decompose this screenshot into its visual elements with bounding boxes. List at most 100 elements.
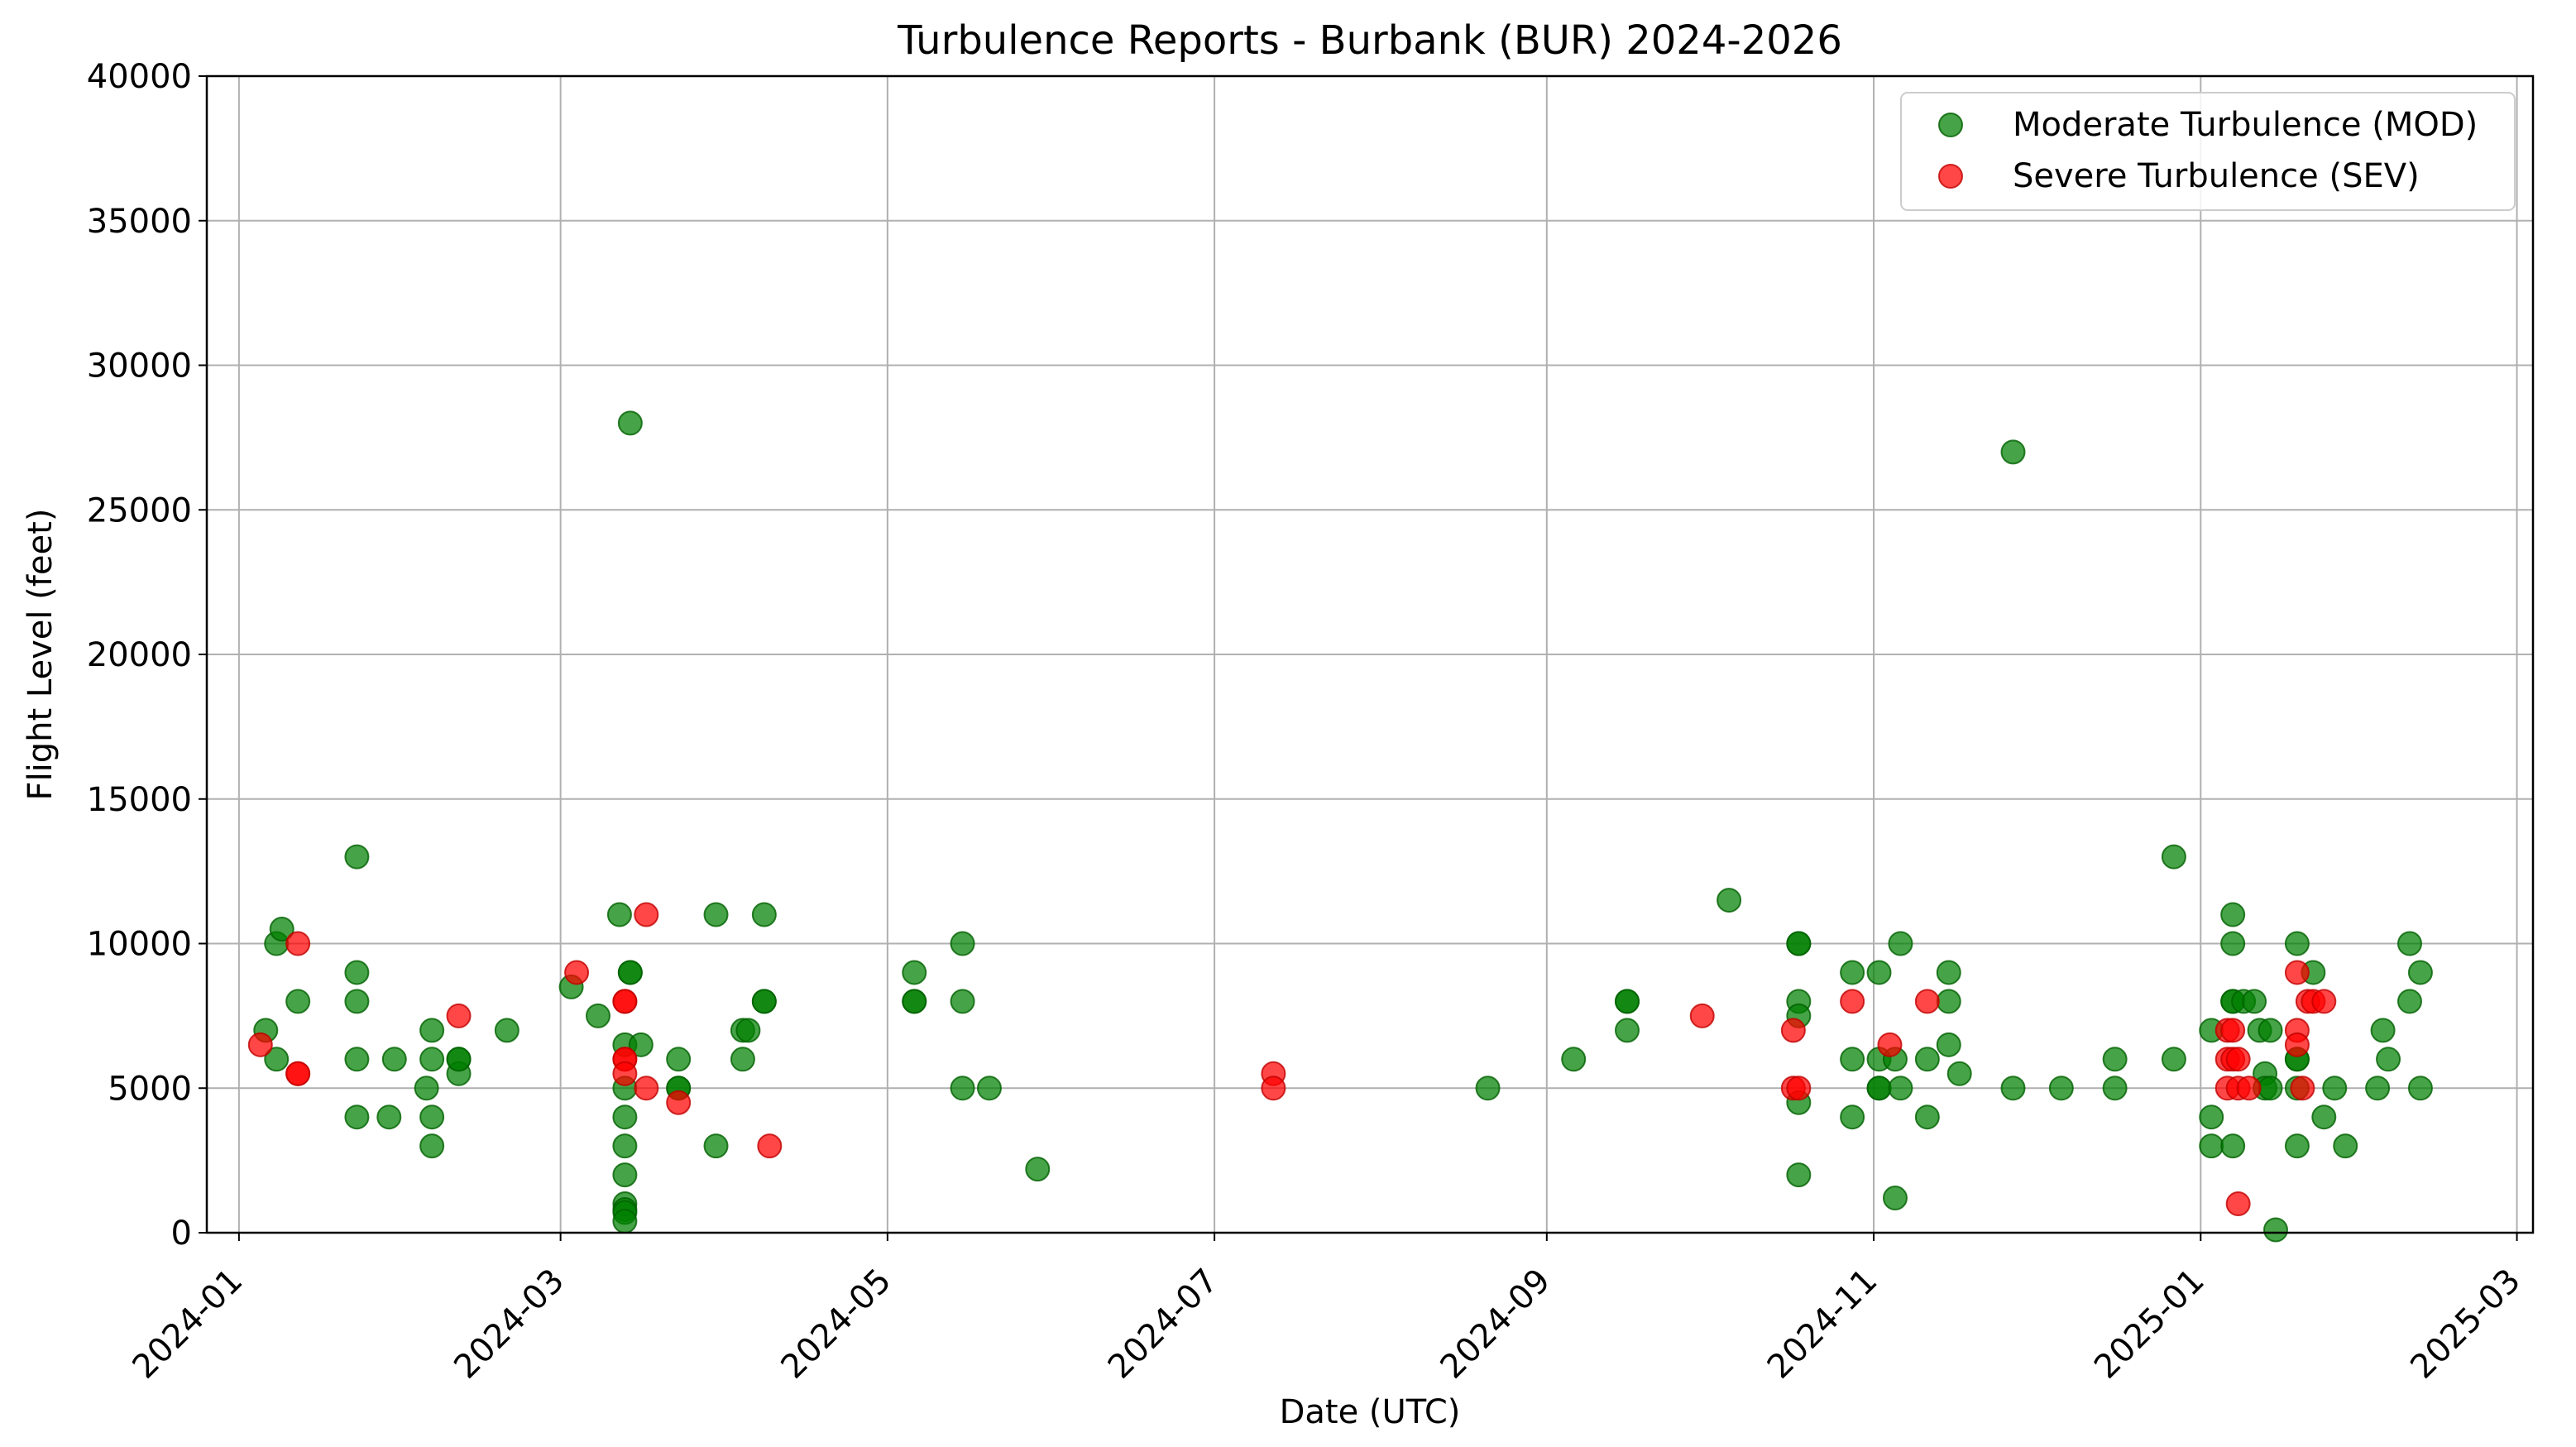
mod-point (1866, 960, 1892, 985)
mod-point (1840, 1047, 1865, 1072)
mod-point (419, 1047, 445, 1072)
mod-point (2370, 1018, 2396, 1043)
mod-point (2262, 1217, 2288, 1243)
mod-point (617, 410, 643, 436)
mod-point (2220, 1133, 2246, 1159)
mod-point (612, 1162, 638, 1188)
sev-point (1914, 989, 1940, 1014)
mod-point (902, 989, 927, 1014)
y-tick-label: 0 (171, 1215, 192, 1253)
mod-point (285, 989, 311, 1014)
mod-point (2161, 844, 2186, 870)
x-axis-title: Date (UTC) (1280, 1393, 1461, 1431)
mod-point (1475, 1076, 1501, 1101)
sev-point (2225, 1191, 2251, 1217)
sev-point (2284, 1032, 2310, 1057)
mod-point (419, 1104, 445, 1130)
mod-point (1936, 960, 1961, 985)
mod-point (2258, 1018, 2283, 1043)
y-tick-label: 25000 (87, 491, 192, 529)
legend-marker-sev (1938, 164, 1963, 189)
mod-point (344, 1104, 370, 1130)
sev-point (285, 931, 311, 956)
chart-title: Turbulence Reports - Burbank (BUR) 2024-… (897, 17, 1842, 64)
sev-point (634, 902, 659, 927)
mod-point (376, 1104, 402, 1130)
sev-point (757, 1133, 783, 1159)
mod-point (612, 1104, 638, 1130)
mod-point (414, 1076, 439, 1101)
mod-point (703, 1133, 729, 1159)
mod-point (419, 1133, 445, 1159)
mod-point (2000, 1076, 2026, 1101)
mod-point (2407, 1076, 2433, 1101)
mod-point (1888, 1076, 1913, 1101)
mod-point (1888, 931, 1913, 956)
mod-point (950, 931, 975, 956)
sev-point (564, 960, 590, 985)
mod-point (446, 1047, 472, 1072)
mod-point (2284, 1133, 2310, 1159)
mod-point (2396, 989, 2422, 1014)
legend-label-sev: Severe Turbulence (SEV) (2013, 157, 2420, 195)
mod-point (1914, 1047, 1940, 1072)
mod-point (606, 902, 632, 927)
mod-point (2048, 1076, 2074, 1101)
mod-point (2161, 1047, 2186, 1072)
mod-point (950, 1076, 975, 1101)
mod-point (2220, 931, 2246, 956)
mod-point (1866, 1076, 1892, 1101)
mod-point (264, 1047, 290, 1072)
sev-point (2284, 960, 2310, 985)
mod-point (344, 960, 370, 985)
sev-point (634, 1076, 659, 1101)
sev-point (1261, 1076, 1286, 1101)
mod-point (730, 1047, 755, 1072)
mod-point (1025, 1157, 1051, 1182)
y-tick-label: 5000 (108, 1070, 192, 1108)
mod-point (2102, 1047, 2128, 1072)
mod-point (703, 902, 729, 927)
mod-point (2365, 1076, 2391, 1101)
mod-point (344, 844, 370, 870)
mod-point (1615, 1018, 1640, 1043)
mod-point (2199, 1133, 2224, 1159)
sev-point (2220, 1018, 2246, 1043)
mod-point (2000, 439, 2026, 465)
mod-point (2407, 960, 2433, 985)
mod-point (1717, 888, 1742, 913)
mod-point (1786, 931, 1812, 956)
mod-point (381, 1047, 407, 1072)
sev-point (1689, 1003, 1715, 1028)
mod-point (1946, 1061, 1972, 1086)
y-tick-label: 20000 (87, 636, 192, 674)
mod-point (902, 960, 927, 985)
mod-point (1936, 1032, 1961, 1057)
sev-point (1786, 1076, 1812, 1101)
mod-point (1914, 1104, 1940, 1130)
sev-point (2225, 1047, 2251, 1072)
mod-point (494, 1018, 520, 1043)
sev-point (612, 989, 638, 1014)
mod-point (2258, 1076, 2283, 1101)
mod-point (2396, 931, 2422, 956)
mod-point (628, 1032, 654, 1057)
legend-box (1900, 92, 2516, 211)
sev-point (2311, 989, 2337, 1014)
mod-point (1882, 1186, 1908, 1211)
sev-point (446, 1003, 472, 1028)
mod-point (344, 989, 370, 1014)
y-tick-label: 35000 (87, 203, 192, 241)
mod-point (2242, 989, 2267, 1014)
sev-point (612, 1061, 638, 1086)
mod-point (976, 1076, 1002, 1101)
sev-point (247, 1032, 273, 1057)
legend: Moderate Turbulence (MOD) Severe Turbule… (1900, 92, 2516, 211)
mod-point (617, 960, 643, 985)
sev-point (1840, 989, 1865, 1014)
mod-point (2333, 1133, 2358, 1159)
y-tick-label: 40000 (87, 58, 192, 96)
mod-point (1561, 1047, 1587, 1072)
mod-point (751, 989, 777, 1014)
